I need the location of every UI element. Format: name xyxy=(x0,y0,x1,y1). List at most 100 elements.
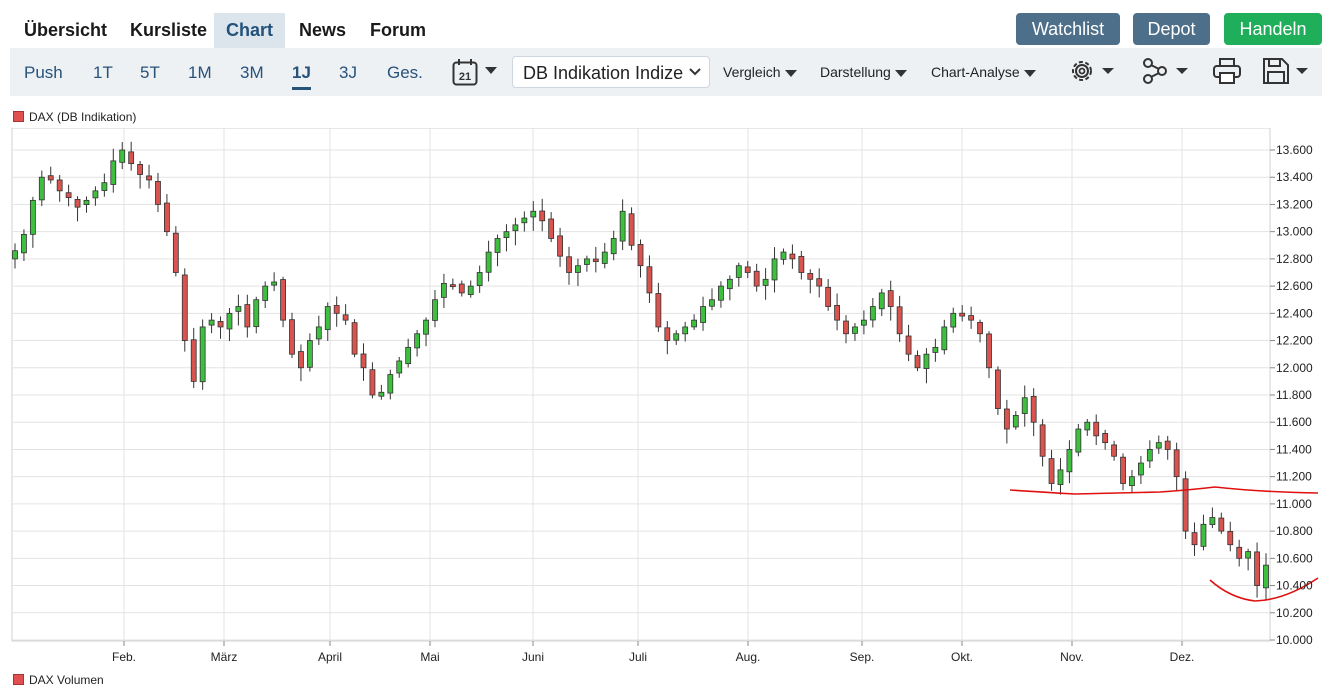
candle-body xyxy=(798,255,805,273)
candle-body xyxy=(1200,523,1207,547)
candle-body xyxy=(74,199,81,208)
y-tick-label: 11.200 xyxy=(1276,470,1312,484)
range-1j[interactable]: 1J xyxy=(292,63,311,90)
candle-body xyxy=(38,176,45,201)
x-tick-label: Okt. xyxy=(951,650,973,664)
candle-body xyxy=(700,306,706,323)
candle-body xyxy=(21,233,27,254)
candle-body xyxy=(1209,517,1216,525)
candle-body xyxy=(298,351,304,369)
candle-body xyxy=(396,360,403,374)
candle-body xyxy=(369,369,376,396)
candle-body xyxy=(566,256,572,273)
candle-body xyxy=(1093,421,1100,437)
network-icon[interactable] xyxy=(1142,57,1190,90)
candle-body xyxy=(977,321,983,335)
range-push[interactable]: Push xyxy=(24,63,63,82)
candle-body xyxy=(923,353,930,369)
candle-body xyxy=(503,231,510,238)
annotation-line-upper xyxy=(1009,486,1319,495)
print-icon[interactable] xyxy=(1212,57,1242,90)
nav-news[interactable]: News xyxy=(299,20,347,40)
candle-body xyxy=(709,299,715,307)
candle-body xyxy=(244,304,251,328)
nav-forum[interactable]: Forum xyxy=(370,20,426,40)
candle-body xyxy=(1102,433,1109,444)
darstellung-menu[interactable]: Darstellung xyxy=(820,64,907,80)
calendar-dropdown-icon[interactable] xyxy=(485,67,497,74)
candle-body xyxy=(423,319,429,335)
candle-body xyxy=(1012,415,1019,428)
vergleich-menu[interactable]: Vergleich xyxy=(723,64,797,80)
range-1t[interactable]: 1T xyxy=(93,63,113,82)
range-5t[interactable]: 5T xyxy=(140,63,160,82)
candle-body xyxy=(780,251,787,260)
nav-uebersicht[interactable]: Übersicht xyxy=(24,20,108,40)
candle-body xyxy=(29,199,36,235)
candle-body xyxy=(575,265,581,273)
candle-body xyxy=(762,278,769,286)
range-3j[interactable]: 3J xyxy=(339,63,357,82)
gear-icon[interactable] xyxy=(1068,57,1116,90)
candle-body xyxy=(333,305,340,314)
candle-body xyxy=(1227,530,1234,546)
y-tick-label: 13.200 xyxy=(1276,197,1313,211)
candle-body xyxy=(789,253,796,260)
candle-body xyxy=(530,210,537,218)
candle-body xyxy=(1129,476,1135,487)
candle-body xyxy=(843,320,849,335)
candle-body xyxy=(458,283,465,294)
price-legend: DAX (DB Indikation) xyxy=(13,110,136,124)
candle-body xyxy=(378,391,385,397)
candle-body xyxy=(65,192,72,199)
y-tick-label: 10.600 xyxy=(1276,551,1313,565)
svg-text:21: 21 xyxy=(459,71,471,83)
candle-body xyxy=(199,326,206,383)
x-tick-label: Feb. xyxy=(112,650,136,664)
candle-body xyxy=(83,199,90,206)
candle-body xyxy=(869,306,876,321)
calendar-icon[interactable]: 21 xyxy=(452,58,478,91)
annotation-curve-lower xyxy=(1209,577,1319,602)
candle-body xyxy=(1075,428,1082,453)
candle-body xyxy=(494,238,501,253)
x-tick-label: Aug. xyxy=(736,650,761,664)
candle-body xyxy=(673,333,680,341)
candle-body xyxy=(932,346,939,353)
candle-body xyxy=(1191,532,1198,546)
candle-body xyxy=(56,179,63,192)
candle-body xyxy=(852,326,858,334)
candle-body xyxy=(1263,564,1269,589)
chart-grid xyxy=(11,128,1271,642)
candle-body xyxy=(816,278,823,287)
candle-body xyxy=(744,266,751,273)
candle-body xyxy=(914,355,921,369)
range-3m[interactable]: 3M xyxy=(240,63,264,82)
volume-legend: DAX Volumen xyxy=(13,673,104,687)
candle-body xyxy=(449,284,456,288)
candle-body xyxy=(887,290,894,307)
candle-body xyxy=(181,274,188,341)
candle-body xyxy=(128,151,135,165)
x-tick-label: Juli xyxy=(629,650,647,664)
y-tick-label: 12.600 xyxy=(1276,279,1313,293)
nav-kursliste[interactable]: Kursliste xyxy=(130,20,208,40)
candle-body xyxy=(1245,551,1252,559)
candle-body xyxy=(253,299,260,328)
range-1m[interactable]: 1M xyxy=(188,63,212,82)
watchlist-button[interactable]: Watchlist xyxy=(1016,13,1120,45)
depot-button[interactable]: Depot xyxy=(1133,13,1210,45)
candle-body xyxy=(896,306,903,335)
candle-body xyxy=(1048,458,1055,484)
range-ges[interactable]: Ges. xyxy=(387,63,423,82)
candle-body xyxy=(289,319,295,355)
trendline-annotations xyxy=(1009,486,1319,602)
candle-body xyxy=(941,326,948,351)
nav-chart[interactable]: Chart xyxy=(214,13,286,56)
save-icon[interactable] xyxy=(1262,57,1310,90)
candle-body xyxy=(217,321,224,328)
chart-analyse-menu[interactable]: Chart-Analyse xyxy=(931,64,1036,80)
candle-body xyxy=(968,315,975,321)
handeln-button[interactable]: Handeln xyxy=(1224,13,1322,45)
source-select[interactable]: DB Indikation Indize xyxy=(512,56,710,88)
